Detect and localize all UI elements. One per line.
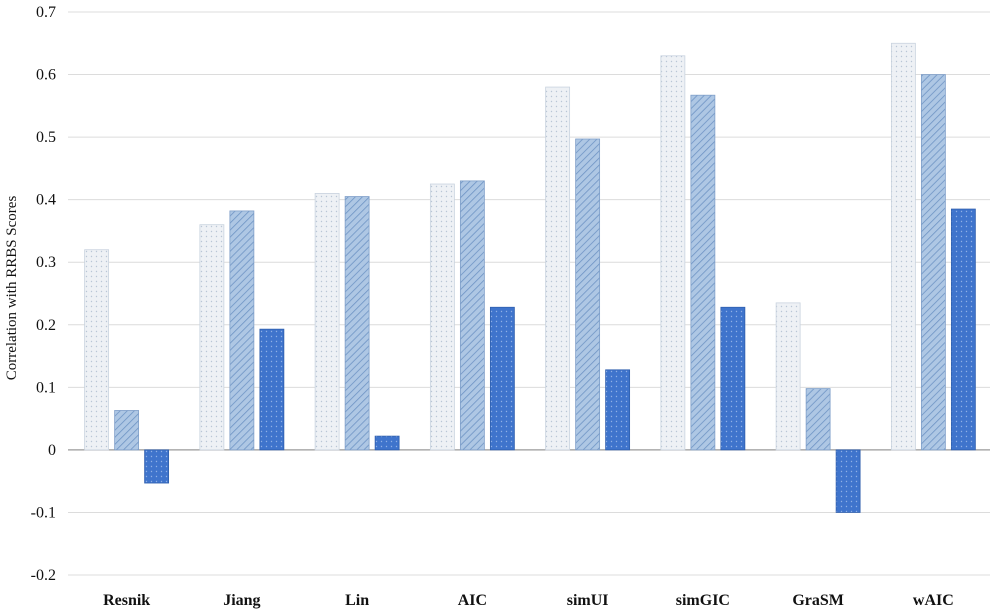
bar-simgic-series-3 [720,306,746,451]
bar-simui-series-1 [545,86,571,451]
bar-lin-series-2 [344,196,370,451]
bar-aic-series-3 [489,306,515,451]
x-category-label: simGIC [676,592,730,609]
bar-waic-series-2 [920,74,946,451]
x-category-label: Jiang [223,592,260,609]
y-tick-label: -0.1 [31,504,56,521]
x-category-label: AIC [458,592,487,609]
bar-resnik-series-2 [114,410,140,451]
x-category-label: Lin [345,592,369,609]
bar-lin-series-3 [374,435,400,451]
bar-aic-series-2 [459,180,485,451]
y-tick-label: -0.2 [31,567,56,584]
bar-lin-series-1 [314,193,340,451]
x-category-label: simUI [567,592,609,609]
bar-grasm-series-3 [835,449,861,513]
x-axis-categories: Resnik Jiang Lin AIC simUI simGIC GraSM wAIC [103,592,954,609]
bar-simui-series-3 [605,369,631,451]
bar-resnik-series-3 [144,449,170,484]
bar-aic-series-1 [429,183,455,451]
y-tick-label: 0.5 [36,129,56,146]
y-tick-label: 0.4 [36,192,56,209]
y-tick-label: 0 [48,442,56,459]
y-tick-label: 0.2 [36,317,56,334]
y-axis-ticks: -0.2 -0.1 0 0.1 0.2 0.3 0.4 0.5 0.6 0.7 [31,4,56,584]
x-category-label: Resnik [103,592,150,609]
bar-grasm-series-2 [805,388,831,451]
bar-jiang-series-3 [259,328,285,451]
bar-simui-series-2 [575,138,601,451]
bar-waic-series-1 [890,42,916,451]
bar-jiang-series-2 [229,210,255,451]
y-tick-label: 0.3 [36,254,56,271]
y-tick-label: 0.6 [36,67,56,84]
bar-resnik-series-1 [84,249,110,451]
x-category-label: GraSM [792,592,844,609]
bar-grasm-series-1 [775,302,801,451]
bar-waic-series-3 [950,208,976,451]
y-axis-title: Correlation with RRBS Scores [4,196,20,381]
y-tick-label: 0.1 [36,379,56,396]
bar-jiang-series-1 [199,224,225,451]
bar-simgic-series-2 [690,94,716,451]
bars [84,42,976,513]
y-tick-label: 0.7 [36,4,56,21]
x-category-label: wAIC [913,592,954,609]
bar-simgic-series-1 [660,55,686,451]
